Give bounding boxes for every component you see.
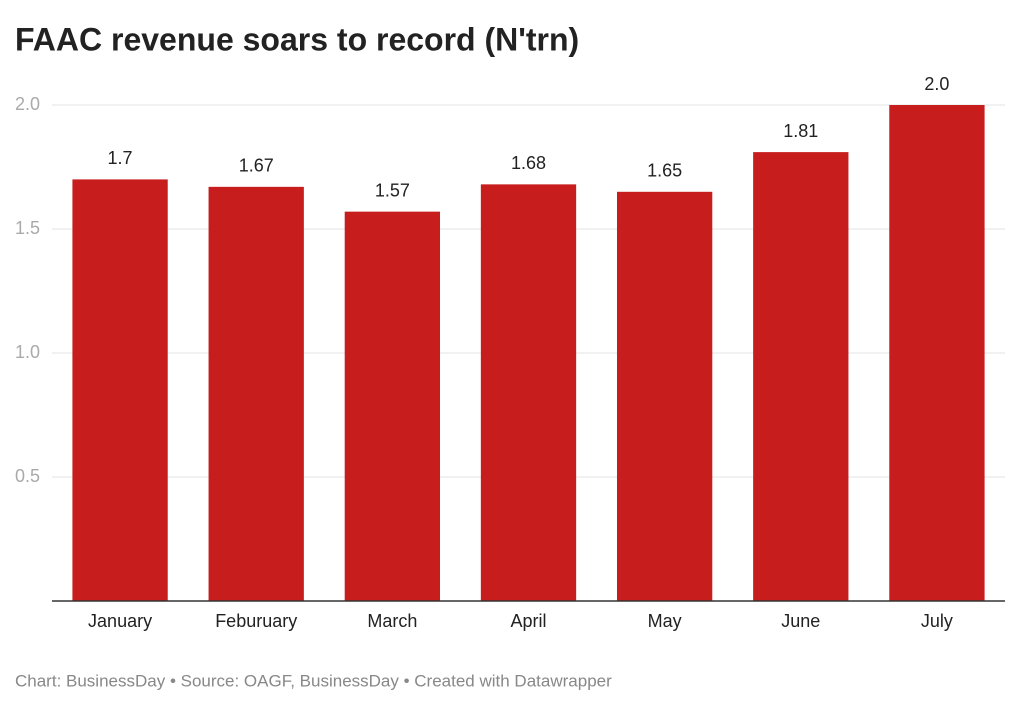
value-label: 1.81 [783, 121, 818, 141]
y-tick-label: 0.5 [15, 466, 40, 486]
bar [480, 184, 577, 602]
bar [208, 186, 304, 601]
bar [753, 152, 849, 601]
bar [72, 179, 168, 601]
bar [344, 211, 441, 601]
value-label: 1.65 [647, 161, 682, 181]
y-tick-label: 1.0 [15, 342, 40, 362]
y-tick-label: 2.0 [15, 94, 40, 114]
bar [889, 105, 985, 601]
x-tick-label: Feburuary [215, 611, 297, 631]
x-tick-label: January [88, 611, 152, 631]
x-tick-label: June [781, 611, 820, 631]
source-note: Chart: BusinessDay • Source: OAGF, Busin… [15, 671, 612, 690]
value-label: 1.57 [375, 180, 410, 200]
x-tick-label: July [921, 611, 953, 631]
value-label: 1.68 [511, 153, 546, 173]
x-tick-label: March [367, 611, 417, 631]
value-label: 1.7 [108, 148, 133, 168]
x-tick-label: April [510, 611, 546, 631]
value-label: 1.67 [239, 156, 274, 176]
chart-title: FAAC revenue soars to record (N'trn) [15, 21, 579, 57]
x-tick-label: May [648, 611, 682, 631]
value-label: 2.0 [924, 74, 949, 94]
y-tick-label: 1.5 [15, 218, 40, 238]
bar [616, 191, 713, 602]
